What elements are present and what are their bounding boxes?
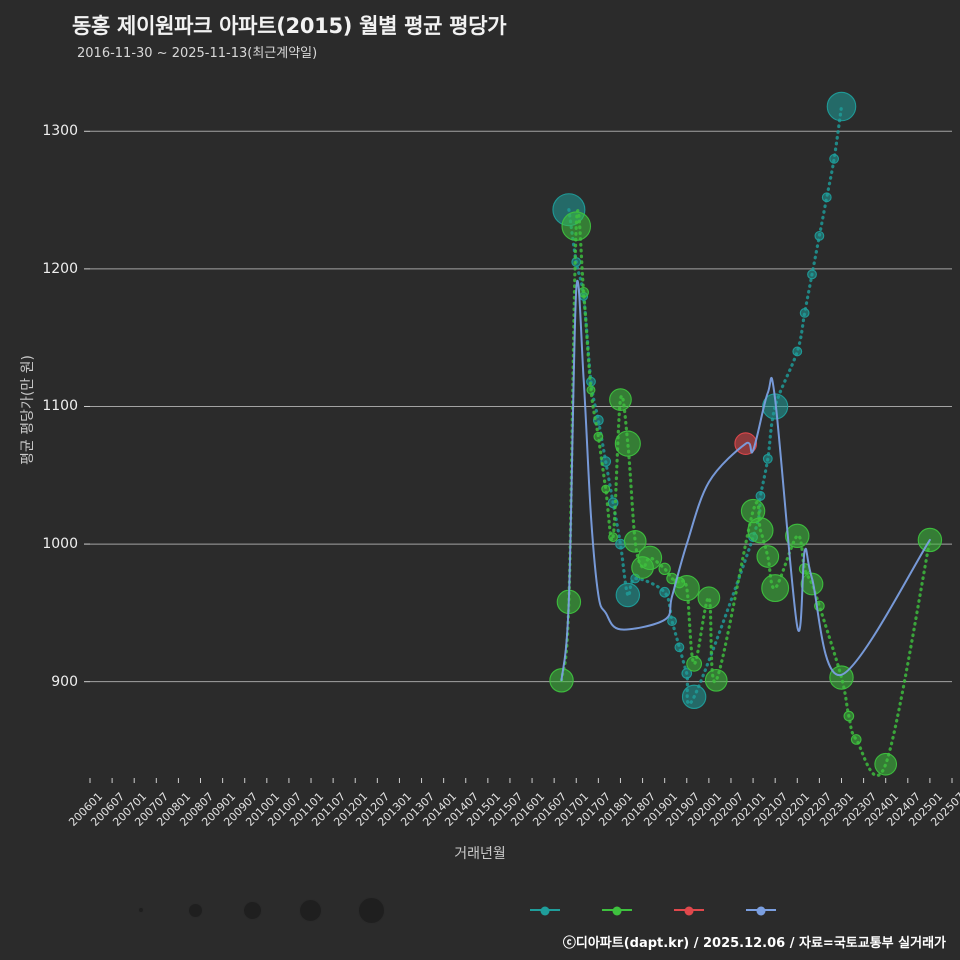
bubble-size-icon [299, 898, 322, 922]
y-tick-label-900: 900 [51, 673, 78, 690]
data-bubble[interactable] [673, 575, 700, 602]
data-bubble[interactable] [686, 655, 703, 672]
legend-item-80[interactable] [674, 893, 711, 927]
data-bubble[interactable] [561, 211, 592, 242]
y-tick-label-1200: 1200 [42, 260, 78, 277]
data-bubble[interactable] [826, 91, 857, 122]
data-bubble[interactable] [874, 752, 898, 776]
data-bubble[interactable] [756, 545, 780, 568]
data-bubble[interactable] [785, 523, 810, 549]
size-legend-item-2.0 [357, 893, 392, 927]
bubble-size-icon [138, 907, 144, 913]
data-bubble[interactable] [762, 453, 773, 464]
bubble-size-icon [242, 900, 262, 920]
data-bubble[interactable] [850, 734, 862, 745]
data-bubble[interactable] [615, 538, 626, 550]
legend-line-marker-icon [746, 909, 776, 911]
data-bubble[interactable] [609, 388, 632, 411]
data-bubble[interactable] [829, 153, 840, 164]
average-line [560, 279, 931, 682]
chart-legend [0, 893, 960, 927]
legend-item-75[interactable] [602, 893, 639, 927]
size-legend-item-1.5 [299, 893, 329, 927]
legend-item-모든 면적대 평균값[interactable] [746, 893, 783, 927]
data-bubble[interactable] [704, 668, 728, 692]
data-bubble[interactable] [755, 491, 766, 501]
data-bubble[interactable] [614, 430, 641, 457]
data-bubble[interactable] [615, 582, 641, 608]
y-tick-label-1100: 1100 [42, 398, 78, 415]
data-bubble[interactable] [761, 574, 790, 603]
data-bubble[interactable] [593, 431, 604, 442]
data-bubble[interactable] [792, 346, 803, 357]
bubble-size-icon [188, 902, 203, 918]
size-legend-item-0.0 [138, 893, 151, 927]
data-bubble[interactable] [623, 529, 647, 553]
legend-line-marker-icon [674, 909, 704, 911]
data-bubble[interactable] [659, 586, 670, 598]
legend-line-marker-icon [602, 909, 632, 911]
data-bubble[interactable] [667, 616, 677, 627]
footer-credit: ⓒ디아파트(dapt.kr) / 2025.12.06 / 자료=국토교통부 실… [562, 936, 946, 951]
data-bubble[interactable] [681, 668, 693, 679]
data-bubble[interactable] [601, 484, 611, 494]
data-bubble[interactable] [681, 684, 707, 710]
data-bubble[interactable] [747, 517, 774, 544]
x-axis-label: 거래년월 [454, 846, 506, 862]
data-bubble[interactable] [674, 642, 685, 653]
bubble-size-icon [357, 896, 385, 924]
data-bubble[interactable] [807, 269, 817, 280]
data-bubble[interactable] [658, 562, 671, 576]
series-connector-line [559, 208, 932, 777]
data-bubble[interactable] [799, 308, 810, 318]
y-tick-label-1000: 1000 [42, 536, 78, 553]
data-bubble[interactable] [800, 572, 824, 596]
legend-item-65[interactable] [530, 893, 567, 927]
y-tick-label-1300: 1300 [42, 123, 78, 140]
size-legend-item-1.0 [242, 893, 269, 927]
data-bubble[interactable] [637, 545, 663, 571]
data-bubble[interactable] [586, 385, 596, 395]
legend-line-marker-icon [530, 909, 560, 911]
data-bubble[interactable] [821, 192, 832, 203]
data-bubble[interactable] [697, 586, 721, 610]
size-legend-item-0.5 [188, 893, 210, 927]
data-bubble[interactable] [608, 532, 618, 543]
data-bubble[interactable] [843, 710, 855, 722]
chart-subtitle: 2016-11-30 ~ 2025-11-13(최근계약일) [77, 46, 318, 61]
page-title: 동홍 제이원파크 아파트(2015) 월별 평균 평당가 [72, 14, 507, 38]
data-bubble[interactable] [814, 230, 825, 241]
